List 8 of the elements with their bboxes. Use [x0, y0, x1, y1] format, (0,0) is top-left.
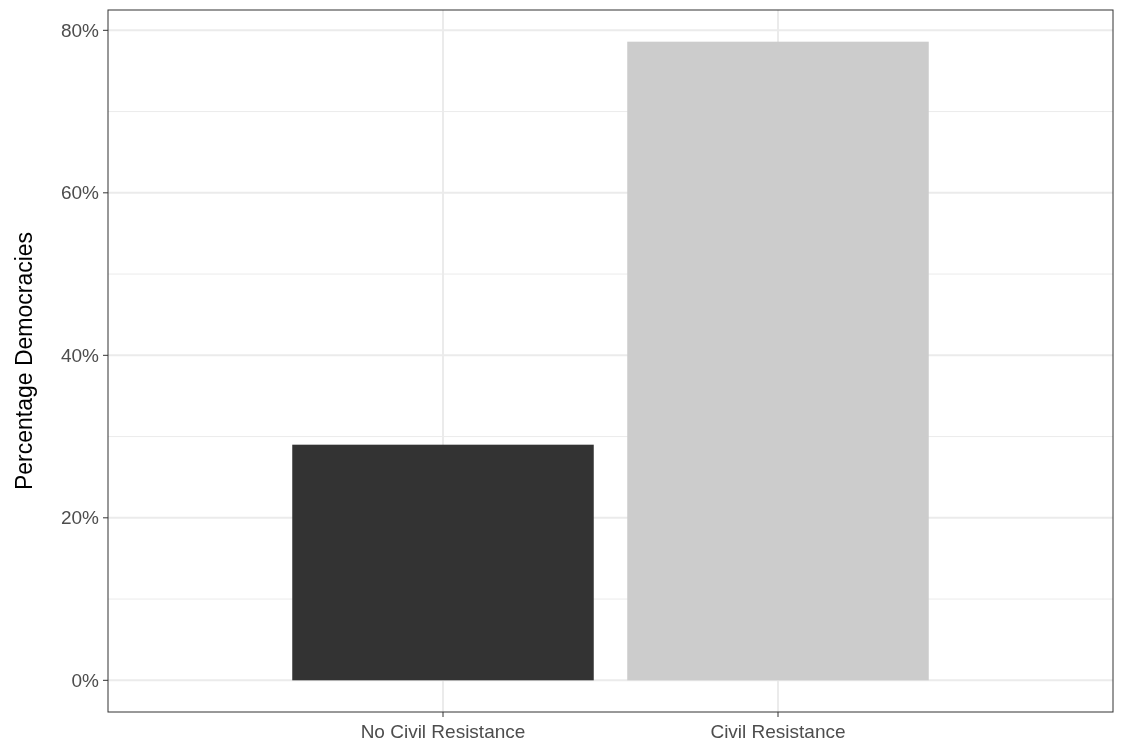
x-tick-label: No Civil Resistance	[360, 721, 526, 742]
y-tick-label: 20%	[60, 507, 100, 529]
x-tick-label: Civil Resistance	[710, 721, 846, 742]
y-tick-label: 0%	[71, 669, 100, 691]
y-tick-label: 40%	[60, 344, 100, 366]
y-tick-label: 80%	[60, 19, 100, 41]
y-axis-title: Percentage Democracies	[11, 231, 37, 491]
y-tick-label: 60%	[60, 182, 100, 204]
